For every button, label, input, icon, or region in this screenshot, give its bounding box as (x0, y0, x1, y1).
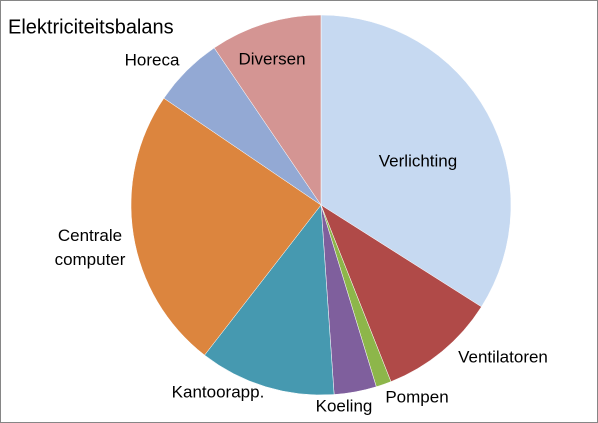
slice-label: Koeling (316, 396, 373, 415)
slice-label: Pompen (385, 387, 448, 406)
slice-label: Diversen (238, 49, 305, 68)
slice-label: Verlichting (379, 151, 457, 170)
pie-slice (213, 14, 322, 206)
pie-slice (320, 14, 512, 308)
pie-slice (204, 204, 335, 396)
chart-title: Elektriciteitsbalans (8, 16, 174, 38)
slice-label: Centrale computer (55, 226, 126, 269)
slice-label: Ventilatoren (458, 347, 548, 366)
slice-label: Kantoorapp. (172, 382, 265, 401)
pie-slice (320, 204, 482, 382)
slice-label: Horeca (125, 50, 180, 69)
pie-slice (130, 97, 322, 356)
